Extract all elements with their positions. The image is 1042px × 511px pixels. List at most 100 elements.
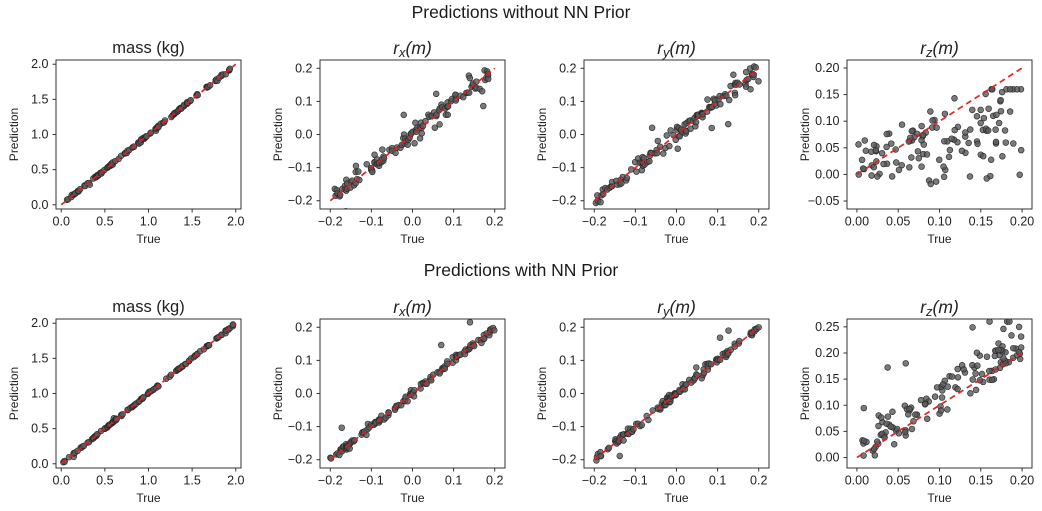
svg-text:0.0: 0.0	[53, 474, 70, 488]
svg-text:0.2: 0.2	[295, 320, 312, 334]
svg-text:0.1: 0.1	[709, 215, 726, 229]
svg-text:1.5: 1.5	[183, 474, 200, 488]
svg-text:True: True	[136, 491, 161, 505]
svg-text:True: True	[927, 232, 952, 246]
svg-text:2.0: 2.0	[31, 316, 48, 330]
svg-text:0.1: 0.1	[559, 94, 576, 108]
svg-text:True: True	[664, 232, 689, 246]
svg-text:2.0: 2.0	[31, 57, 48, 71]
svg-text:0.00: 0.00	[845, 215, 869, 229]
svg-text:0.1: 0.1	[295, 94, 312, 108]
svg-text:0.0: 0.0	[295, 128, 312, 142]
svg-text:0.10: 0.10	[815, 398, 839, 412]
svg-text:−0.1: −0.1	[623, 474, 648, 488]
svg-text:0.00: 0.00	[845, 474, 869, 488]
svg-text:1.0: 1.0	[140, 474, 157, 488]
svg-text:0.20: 0.20	[815, 61, 839, 75]
svg-text:0.20: 0.20	[1010, 474, 1034, 488]
svg-text:0.1: 0.1	[295, 353, 312, 367]
svg-text:True: True	[400, 232, 425, 246]
svg-text:1.5: 1.5	[183, 215, 200, 229]
svg-text:0.15: 0.15	[815, 372, 839, 386]
svg-text:Prediction: Prediction	[535, 108, 549, 161]
svg-text:−0.2: −0.2	[582, 215, 607, 229]
svg-text:0.0: 0.0	[53, 215, 70, 229]
svg-text:0.1: 0.1	[445, 474, 462, 488]
svg-text:mass (kg): mass (kg)	[112, 298, 184, 316]
svg-text:1.5: 1.5	[31, 351, 48, 365]
svg-text:0.0: 0.0	[31, 198, 48, 212]
svg-text:0.2: 0.2	[559, 61, 576, 75]
svg-text:−0.1: −0.1	[288, 420, 313, 434]
svg-text:0.1: 0.1	[559, 353, 576, 367]
svg-text:0.05: 0.05	[815, 141, 839, 155]
svg-text:−0.05: −0.05	[808, 194, 840, 208]
svg-text:0.1: 0.1	[709, 474, 726, 488]
svg-text:rx(m): rx(m)	[393, 297, 432, 319]
svg-text:0.2: 0.2	[486, 215, 503, 229]
svg-text:0.0: 0.0	[404, 474, 421, 488]
svg-text:rx(m): rx(m)	[393, 38, 432, 60]
svg-text:rz(m): rz(m)	[920, 38, 959, 60]
svg-text:0.05: 0.05	[815, 424, 839, 438]
svg-text:0.0: 0.0	[559, 128, 576, 142]
svg-text:−0.2: −0.2	[552, 453, 577, 467]
svg-text:0.0: 0.0	[31, 457, 48, 471]
svg-text:0.20: 0.20	[815, 346, 839, 360]
svg-text:−0.1: −0.1	[552, 161, 577, 175]
svg-text:True: True	[400, 491, 425, 505]
svg-text:2.0: 2.0	[227, 215, 244, 229]
svg-text:−0.1: −0.1	[623, 215, 648, 229]
svg-text:0.15: 0.15	[815, 88, 839, 102]
svg-text:0.10: 0.10	[927, 215, 951, 229]
svg-text:−0.1: −0.1	[359, 215, 384, 229]
svg-text:0.20: 0.20	[1010, 215, 1034, 229]
svg-text:−0.1: −0.1	[552, 420, 577, 434]
svg-text:0.2: 0.2	[559, 320, 576, 334]
svg-text:True: True	[664, 491, 689, 505]
svg-text:0.25: 0.25	[815, 320, 839, 334]
svg-text:−0.2: −0.2	[288, 194, 313, 208]
svg-text:0.00: 0.00	[815, 451, 839, 465]
svg-text:1.0: 1.0	[140, 215, 157, 229]
svg-text:Prediction: Prediction	[535, 367, 549, 420]
svg-text:mass (kg): mass (kg)	[112, 39, 184, 57]
svg-text:Prediction: Prediction	[798, 367, 812, 420]
svg-text:Prediction: Prediction	[7, 367, 21, 420]
svg-text:ry(m): ry(m)	[657, 38, 696, 60]
svg-text:True: True	[927, 491, 952, 505]
svg-text:0.0: 0.0	[559, 387, 576, 401]
svg-text:1.0: 1.0	[31, 128, 48, 142]
svg-text:0.5: 0.5	[31, 422, 48, 436]
svg-text:0.15: 0.15	[969, 474, 993, 488]
svg-text:−0.2: −0.2	[582, 474, 607, 488]
svg-text:True: True	[136, 232, 161, 246]
svg-text:0.0: 0.0	[295, 387, 312, 401]
svg-text:0.0: 0.0	[404, 215, 421, 229]
svg-text:Prediction: Prediction	[271, 108, 285, 161]
svg-text:−0.2: −0.2	[318, 215, 343, 229]
svg-text:2.0: 2.0	[227, 474, 244, 488]
svg-text:1.5: 1.5	[31, 92, 48, 106]
svg-text:−0.1: −0.1	[288, 161, 313, 175]
svg-text:1.0: 1.0	[31, 387, 48, 401]
svg-text:0.5: 0.5	[96, 474, 113, 488]
svg-text:0.5: 0.5	[31, 163, 48, 177]
svg-text:Prediction: Prediction	[798, 108, 812, 161]
svg-text:0.0: 0.0	[668, 215, 685, 229]
svg-text:0.2: 0.2	[750, 474, 767, 488]
svg-text:ry(m): ry(m)	[657, 297, 696, 319]
svg-text:0.05: 0.05	[886, 474, 910, 488]
svg-text:0.5: 0.5	[96, 215, 113, 229]
svg-text:0.10: 0.10	[927, 474, 951, 488]
svg-text:−0.2: −0.2	[318, 474, 343, 488]
svg-text:−0.2: −0.2	[552, 194, 577, 208]
svg-text:0.2: 0.2	[486, 474, 503, 488]
svg-text:−0.1: −0.1	[359, 474, 384, 488]
svg-text:0.05: 0.05	[886, 215, 910, 229]
svg-text:−0.2: −0.2	[288, 453, 313, 467]
svg-text:0.2: 0.2	[295, 61, 312, 75]
svg-text:0.2: 0.2	[750, 215, 767, 229]
svg-text:0.1: 0.1	[445, 215, 462, 229]
svg-text:Prediction: Prediction	[271, 367, 285, 420]
